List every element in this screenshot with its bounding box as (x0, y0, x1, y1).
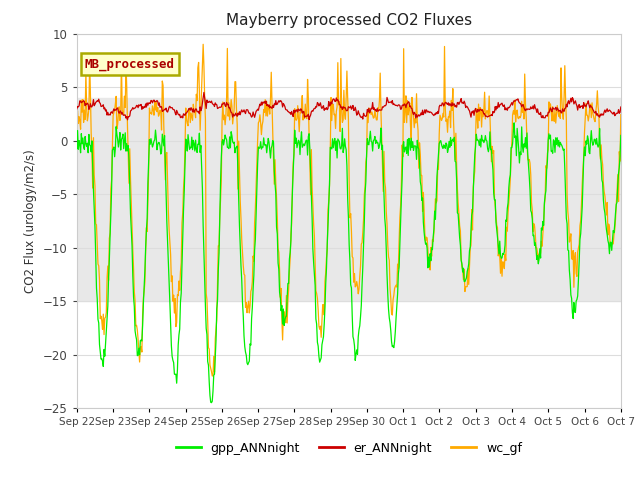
er_ANNnight (195, 108, 202, 114)
er_ANNnight (417, 112, 424, 118)
gpp_ANNnight (207, 400, 215, 406)
gpp_ANNnight (431, 216, 439, 222)
wc_gf (417, 152, 424, 157)
gpp_ANNnight (83, 144, 90, 149)
er_ANNnight (73, 106, 81, 112)
er_ANNnight (140, 106, 147, 111)
wc_gf (617, 112, 625, 118)
gpp_ANNnight (510, 120, 518, 126)
gpp_ANNnight (416, 161, 424, 167)
Text: MB_processed: MB_processed (85, 57, 175, 71)
er_ANNnight (224, 101, 232, 107)
wc_gf (209, 373, 216, 379)
wc_gf (224, 113, 232, 119)
er_ANNnight (124, 117, 131, 123)
Y-axis label: CO2 Flux (urology/m2/s): CO2 Flux (urology/m2/s) (24, 149, 38, 293)
Title: Mayberry processed CO2 Fluxes: Mayberry processed CO2 Fluxes (226, 13, 472, 28)
wc_gf (433, 200, 440, 206)
wc_gf (199, 41, 207, 47)
wc_gf (83, 106, 90, 111)
Bar (77, 194, 621, 301)
er_ANNnight (200, 90, 208, 96)
Bar (77, 98, 621, 194)
Line: er_ANNnight: er_ANNnight (77, 93, 621, 120)
wc_gf (194, 65, 202, 71)
er_ANNnight (83, 101, 90, 107)
gpp_ANNnight (73, 146, 81, 152)
Line: wc_gf: wc_gf (77, 44, 621, 376)
wc_gf (73, 111, 81, 117)
gpp_ANNnight (617, 132, 625, 138)
Line: gpp_ANNnight: gpp_ANNnight (77, 123, 621, 403)
gpp_ANNnight (194, 141, 202, 147)
wc_gf (139, 312, 147, 318)
er_ANNnight (433, 109, 440, 115)
er_ANNnight (617, 104, 625, 110)
Legend: gpp_ANNnight, er_ANNnight, wc_gf: gpp_ANNnight, er_ANNnight, wc_gf (171, 437, 527, 460)
gpp_ANNnight (139, 323, 147, 328)
gpp_ANNnight (223, 144, 231, 150)
